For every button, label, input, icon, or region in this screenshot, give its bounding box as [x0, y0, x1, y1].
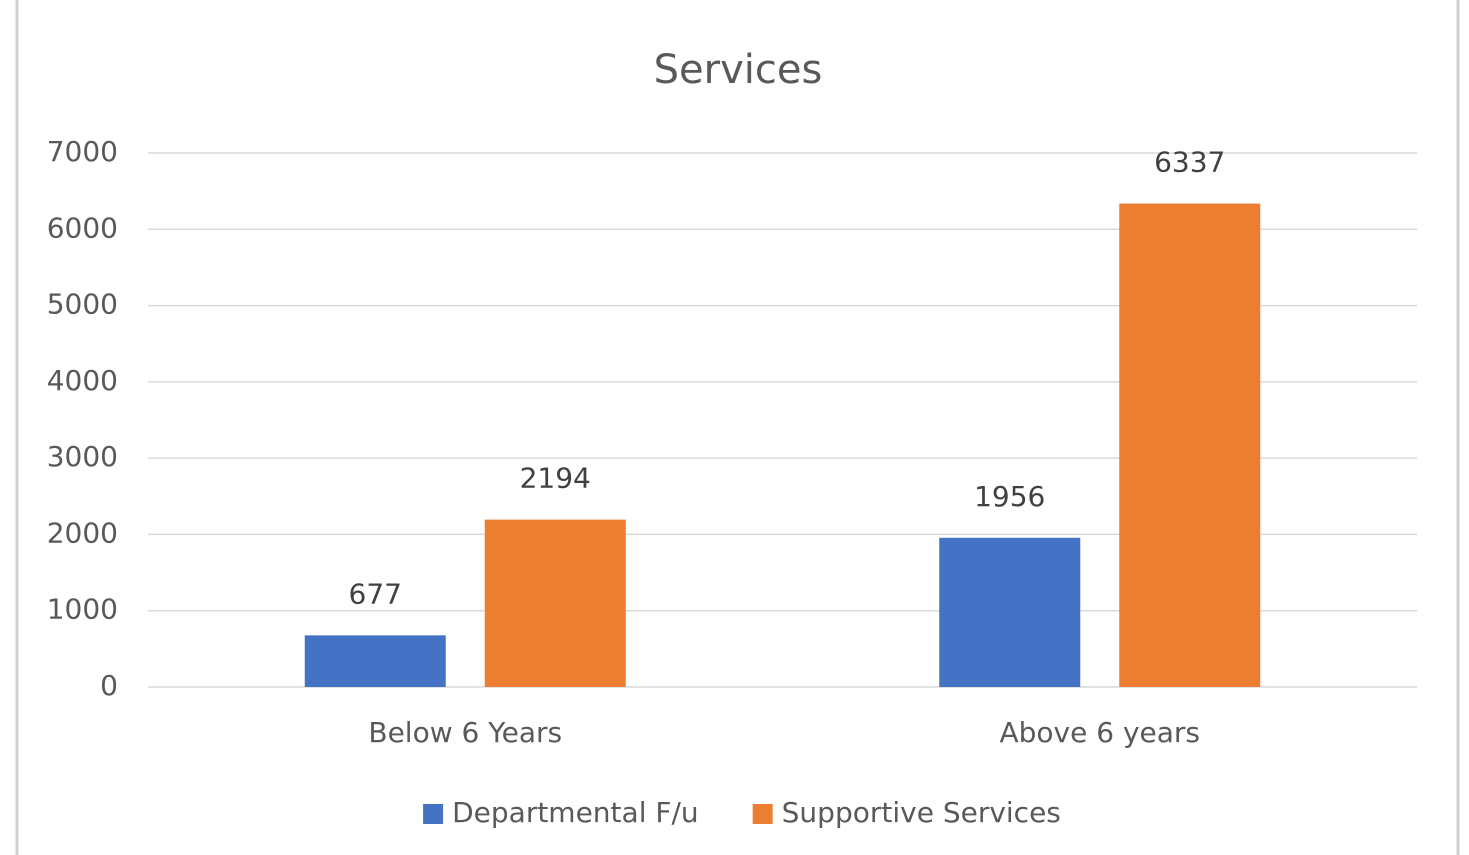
y-tick-label: 3000: [47, 440, 118, 473]
y-tick-label: 5000: [47, 288, 118, 321]
y-tick-label: 2000: [47, 516, 118, 549]
data-label: 1956: [974, 480, 1045, 513]
bar: [484, 519, 626, 687]
y-tick-label: 6000: [47, 211, 118, 244]
y-tick-label: 7000: [47, 135, 118, 168]
chart-title: Services: [654, 47, 823, 93]
legend-swatch: [752, 804, 773, 824]
data-label: 677: [349, 577, 402, 610]
data-label: 2194: [520, 462, 591, 495]
data-label: 6337: [1154, 146, 1225, 179]
legend-label: Departmental F/u: [452, 796, 699, 829]
y-tick-label: 0: [100, 669, 118, 702]
x-tick-label: Below 6 Years: [368, 716, 562, 749]
legend-swatch: [423, 804, 444, 824]
bar: [1119, 203, 1261, 687]
y-tick-label: 4000: [47, 364, 118, 397]
y-tick-label: 1000: [47, 593, 118, 626]
bar: [939, 537, 1081, 687]
bar: [304, 635, 446, 687]
x-tick-label: Above 6 years: [999, 716, 1200, 749]
legend-label: Supportive Services: [782, 796, 1061, 829]
